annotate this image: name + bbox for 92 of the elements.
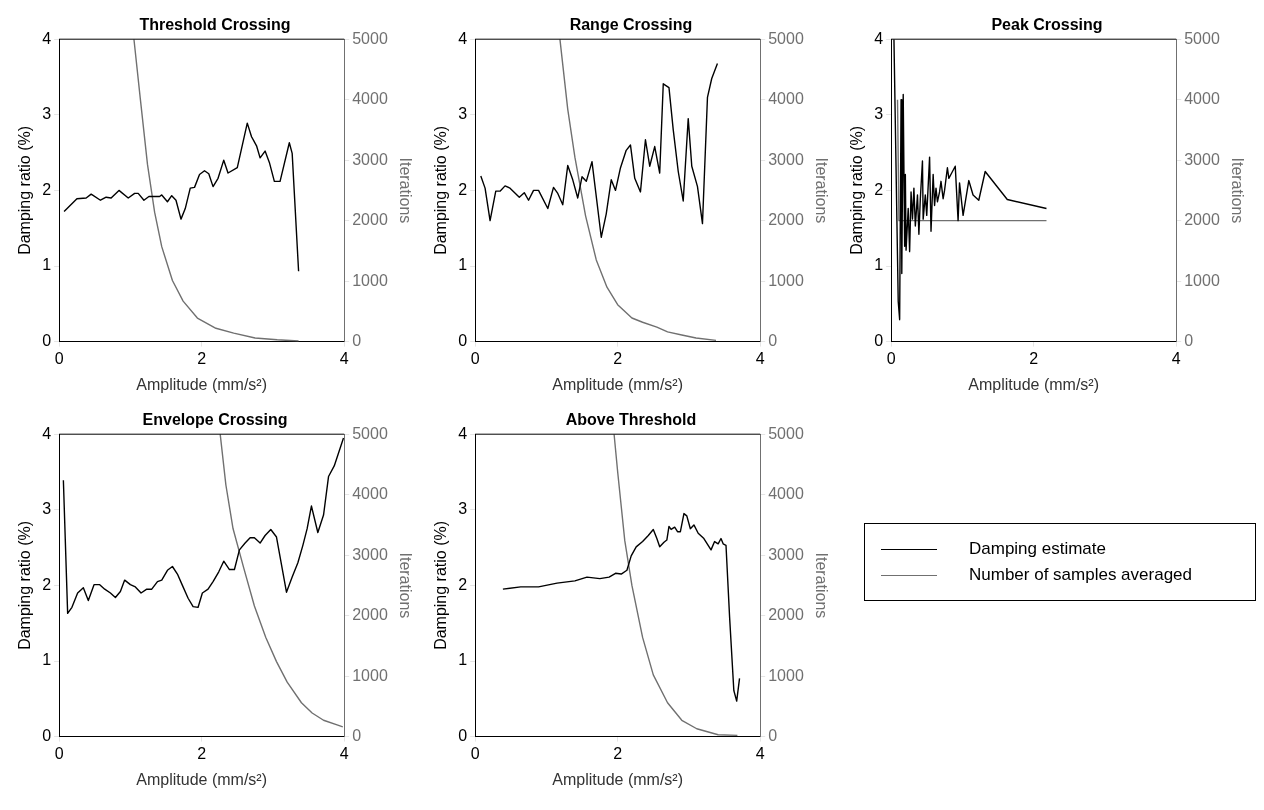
x-axis-title: Amplitude (mm/s²) [968,375,1099,393]
x-tick-label: 2 [613,744,623,762]
y-axis-title: Damping ratio (%) [432,520,450,650]
y-tick-label: 3 [42,500,52,518]
y-tick-label: 2 [874,180,884,198]
y2-tick-label: 4000 [352,485,388,503]
y2-tick-label: 2000 [1184,211,1220,229]
x-tick-label: 0 [470,349,480,367]
y-tick-label: 1 [874,256,884,274]
y2-tick-label: 2000 [768,211,804,229]
y2-tick-label: 4000 [768,485,804,503]
y2-tick-label: 0 [768,727,778,745]
y2-tick-label: 5000 [352,29,388,47]
y-tick-label: 2 [42,575,52,593]
y2-tick-label: 2000 [352,606,388,624]
y-tick-label: 4 [874,29,884,47]
y2-tick-label: 5000 [768,29,804,47]
y-tick-label: 4 [42,29,52,47]
x-axis-title: Amplitude (mm/s²) [552,770,683,788]
x-axis-title: Amplitude (mm/s²) [552,375,683,393]
y2-tick-label: 2000 [768,606,804,624]
y-tick-label: 0 [458,332,468,350]
y-tick-label: 4 [458,424,468,442]
x-tick-label: 0 [886,349,896,367]
y-tick-label: 3 [458,105,468,123]
y2-tick-label: 1000 [352,271,388,289]
x-tick-label: 4 [339,349,349,367]
y-axis-title: Damping ratio (%) [848,125,866,255]
y2-tick-label: 4000 [768,90,804,108]
y2-tick-label: 0 [352,727,362,745]
y-tick-label: 1 [458,651,468,669]
x-tick-label: 0 [54,744,64,762]
chart-title: Envelope Crossing [142,411,288,429]
y-tick-label: 4 [458,29,468,47]
x-tick-label: 0 [470,744,480,762]
x-tick-label: 2 [613,349,623,367]
y2-tick-label: 4000 [352,90,388,108]
y2-tick-label: 1000 [768,666,804,684]
y-tick-label: 2 [458,575,468,593]
y-tick-label: 0 [458,727,468,745]
y2-tick-label: 3000 [768,545,804,563]
y2-tick-label: 4000 [1184,90,1220,108]
x-tick-label: 4 [755,349,765,367]
y-tick-label: 2 [42,180,52,198]
y2-axis-title: Iterations [396,552,414,619]
y2-tick-label: 3000 [768,150,804,168]
y2-tick-label: 0 [1184,332,1194,350]
x-tick-label: 2 [1029,349,1039,367]
y-tick-label: 0 [874,332,884,350]
chart-title: Threshold Crossing [139,16,291,34]
y-axis-title: Damping ratio (%) [432,125,450,255]
y-axis-title: Damping ratio (%) [16,125,34,255]
chart-title: Range Crossing [569,16,693,34]
y2-axis-title: Iterations [1228,157,1246,224]
x-axis-title: Amplitude (mm/s²) [136,375,267,393]
y2-axis-title: Iterations [812,157,830,224]
chart-title: Peak Crossing [991,16,1103,34]
x-tick-label: 4 [1171,349,1181,367]
y2-axis-title: Iterations [396,157,414,224]
y2-tick-label: 0 [352,332,362,350]
y2-tick-label: 0 [768,332,778,350]
x-tick-label: 4 [339,744,349,762]
y2-tick-label: 5000 [1184,29,1220,47]
y2-tick-label: 3000 [1184,150,1220,168]
y-tick-label: 0 [42,332,52,350]
y-tick-label: 1 [42,256,52,274]
x-tick-label: 0 [54,349,64,367]
y-tick-label: 3 [874,105,884,123]
y-tick-label: 1 [458,256,468,274]
y-tick-label: 4 [42,424,52,442]
x-tick-label: 2 [197,744,207,762]
legend-label: Damping estimate [969,539,1107,559]
y2-tick-label: 1000 [352,666,388,684]
y-axis-title: Damping ratio (%) [16,520,34,650]
y2-axis-title: Iterations [812,552,830,619]
y-tick-label: 0 [42,727,52,745]
y-tick-label: 2 [458,180,468,198]
y2-tick-label: 5000 [352,424,388,442]
legend-label: Number of samples averaged [969,565,1193,585]
y-tick-label: 3 [42,105,52,123]
y2-tick-label: 1000 [1184,271,1220,289]
x-tick-label: 4 [755,744,765,762]
y2-tick-label: 1000 [768,271,804,289]
y2-tick-label: 3000 [352,150,388,168]
y2-tick-label: 3000 [352,545,388,563]
y-tick-label: 3 [458,500,468,518]
y2-tick-label: 5000 [768,424,804,442]
y-tick-label: 1 [42,651,52,669]
chart-title: Above Threshold [565,411,697,429]
x-tick-label: 2 [197,349,207,367]
x-axis-title: Amplitude (mm/s²) [136,770,267,788]
y2-tick-label: 2000 [352,211,388,229]
